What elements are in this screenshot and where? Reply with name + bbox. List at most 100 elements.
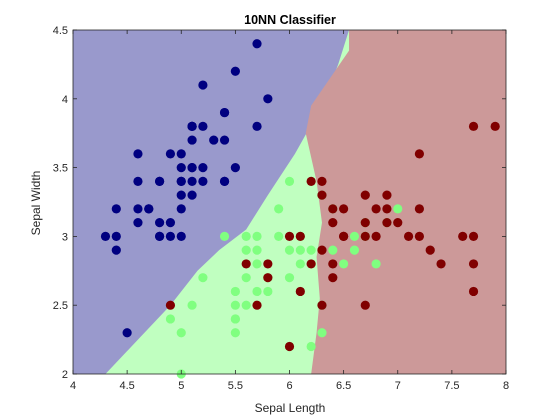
data-point [306,341,316,352]
data-point [241,259,251,269]
data-point [198,273,208,283]
data-point [468,259,479,269]
data-point [155,176,165,186]
data-point [230,66,240,76]
data-point [198,80,208,90]
data-point [176,163,186,173]
data-point [284,231,295,241]
decision-region-3 [305,30,506,374]
data-point [176,190,186,200]
data-point [382,218,392,228]
data-point [371,231,381,241]
data-point [176,328,186,338]
data-point [198,176,208,186]
data-point [263,94,273,104]
data-point [436,259,446,269]
data-point [328,218,338,228]
data-point [263,286,273,297]
data-point [274,231,284,241]
data-point [241,300,251,310]
data-point [317,176,327,186]
data-point [187,135,197,145]
data-point [414,149,424,159]
data-point [468,231,479,241]
data-point [295,286,305,297]
data-point [252,300,262,310]
data-point [458,231,468,241]
data-point [176,231,186,241]
data-point [339,204,349,214]
data-point [295,231,305,241]
data-point [284,245,295,255]
data-point [241,231,251,241]
data-point [187,121,197,131]
data-point [295,259,305,269]
data-point [176,149,186,159]
data-point [468,121,479,131]
data-point [187,176,197,186]
data-point [144,204,154,214]
data-point [317,245,327,255]
data-point [133,176,143,186]
data-point [328,259,338,269]
data-point [230,286,240,297]
y-axis: 2 2.5 3 3.5 4 4.5 [53,25,506,381]
data-point [252,121,262,131]
data-point [360,300,370,310]
data-point [230,328,240,338]
data-point [241,245,251,255]
data-point [209,135,219,145]
y-tick-label: 3 [62,231,68,243]
data-point [133,218,143,228]
data-point [284,273,295,283]
data-point [349,245,360,255]
data-point [317,300,327,310]
x-tick-label: 5.5 [228,380,243,392]
data-point [133,149,143,159]
x-tick-label: 6.5 [336,380,351,392]
data-point [263,259,273,269]
data-point [382,190,392,200]
data-point [425,245,435,255]
data-point [187,300,197,310]
data-point [382,204,392,214]
data-point [230,300,240,310]
data-point [328,273,338,283]
data-point [187,190,197,200]
data-point [414,204,424,214]
data-point [339,231,349,241]
data-point [165,149,176,159]
data-point [360,218,370,228]
data-point [165,218,176,228]
data-point [219,231,230,241]
series-3 [165,121,500,352]
data-point [133,204,143,214]
data-point [274,204,284,214]
data-point [252,286,262,297]
data-point [306,245,316,255]
data-point [371,204,381,214]
data-point [155,231,165,241]
data-point [219,135,230,145]
data-point [360,190,370,200]
series-1 [100,39,273,338]
data-point [252,231,262,241]
y-tick-label: 2 [62,369,68,381]
data-point [349,231,360,241]
y-tick-label: 4 [62,94,68,106]
data-point [198,163,208,173]
data-point [111,204,121,214]
data-point [122,328,132,338]
data-point [198,121,208,131]
data-point [165,300,176,310]
data-point [219,176,230,186]
data-point [155,218,165,228]
y-axis-label: Sepal Width [29,171,43,236]
x-tick-label: 5 [178,380,184,392]
data-point [284,341,295,352]
data-point [176,204,186,214]
data-point [252,245,262,255]
data-point [317,190,327,200]
data-point [393,218,403,228]
